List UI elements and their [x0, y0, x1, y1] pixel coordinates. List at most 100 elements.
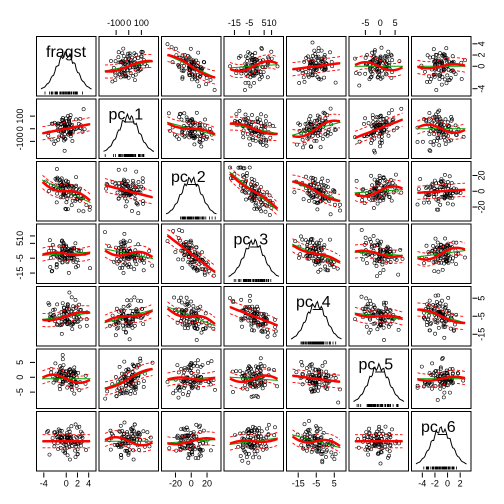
panel-pc_6-vs-pc_6: pc_6	[412, 412, 472, 472]
data-point	[432, 48, 435, 51]
data-point	[397, 328, 400, 331]
data-point	[122, 305, 125, 308]
tick-label: 2	[75, 479, 80, 489]
data-point	[446, 202, 449, 205]
data-point	[189, 47, 192, 50]
data-point	[70, 204, 73, 207]
data-point	[48, 189, 51, 192]
data-point	[133, 392, 136, 395]
data-point	[319, 146, 322, 149]
data-point	[124, 205, 127, 208]
data-point	[276, 65, 279, 68]
data-point	[244, 198, 247, 201]
data-point	[304, 175, 307, 178]
data-point	[336, 267, 339, 270]
data-point	[307, 118, 310, 121]
data-point	[260, 75, 263, 78]
data-point	[203, 118, 206, 121]
data-point	[76, 426, 79, 429]
data-point	[148, 249, 151, 252]
data-point	[428, 299, 431, 302]
data-point	[460, 77, 463, 80]
data-point	[387, 50, 390, 53]
data-point	[417, 188, 420, 191]
data-point	[451, 203, 454, 206]
data-point	[63, 149, 66, 152]
data-point	[250, 324, 253, 327]
data-point	[122, 55, 125, 58]
data-point	[430, 387, 433, 390]
data-point	[426, 54, 429, 57]
data-point	[437, 270, 440, 273]
data-point	[441, 268, 444, 271]
tick-label: 100	[15, 109, 25, 124]
data-point	[389, 436, 392, 439]
data-point	[70, 296, 73, 299]
data-point	[117, 56, 120, 59]
data-point	[65, 432, 68, 435]
data-point	[463, 256, 466, 259]
data-point	[387, 112, 390, 115]
data-point	[435, 88, 438, 91]
data-point	[264, 120, 267, 123]
panel-pc_5-vs-pc_2	[162, 349, 222, 409]
data-point	[76, 320, 79, 323]
panel-fragst-vs-pc_6	[412, 37, 472, 97]
data-point	[358, 140, 361, 143]
data-point	[252, 456, 255, 459]
data-point	[179, 296, 182, 299]
data-point	[123, 360, 126, 363]
data-point	[71, 328, 74, 331]
panel-pc_4-vs-pc_4: pc_4	[287, 287, 347, 347]
data-point	[115, 307, 118, 310]
data-point	[334, 376, 337, 379]
data-point	[322, 431, 325, 434]
data-point	[151, 264, 154, 267]
data-point	[453, 323, 456, 326]
data-point	[178, 228, 181, 231]
data-point	[243, 88, 246, 91]
data-point	[422, 262, 425, 265]
data-point	[430, 77, 433, 80]
data-point	[137, 180, 140, 183]
data-point	[121, 266, 124, 269]
data-point	[244, 113, 247, 116]
data-point	[317, 270, 320, 273]
data-point	[333, 203, 336, 206]
data-point	[329, 213, 332, 216]
rug-marks	[234, 279, 271, 282]
data-point	[439, 52, 442, 55]
data-point	[305, 449, 308, 452]
data-point	[245, 456, 248, 459]
data-point	[387, 134, 390, 137]
tick-label: 20	[202, 479, 212, 489]
data-point	[187, 456, 190, 459]
data-point	[186, 118, 189, 121]
panel-pc_3-vs-pc_1	[99, 224, 159, 284]
panel-pc_4-vs-pc_3	[224, 287, 284, 347]
data-point	[338, 209, 341, 212]
data-point	[259, 357, 262, 360]
panel-pc_3-vs-pc_2	[162, 224, 222, 284]
variable-label: pc_2	[171, 169, 206, 186]
bottom-axis-pc_6: -4 -2 0 2	[418, 473, 462, 489]
data-point	[122, 271, 125, 274]
data-point	[252, 81, 255, 84]
data-point	[248, 294, 251, 297]
data-point	[142, 269, 145, 272]
panel-pc_6-vs-pc_2	[162, 412, 222, 472]
data-point	[197, 51, 200, 54]
data-point	[273, 426, 276, 429]
data-point	[428, 111, 431, 114]
data-point	[193, 143, 196, 146]
tick-label: 0	[15, 375, 25, 380]
data-point	[303, 80, 306, 83]
data-point	[323, 265, 326, 268]
data-point	[383, 303, 386, 306]
data-point	[429, 149, 432, 152]
data-point	[260, 73, 263, 76]
data-point	[328, 238, 331, 241]
tick-label: 0	[477, 64, 487, 69]
data-point	[133, 423, 136, 426]
data-point	[209, 449, 212, 452]
